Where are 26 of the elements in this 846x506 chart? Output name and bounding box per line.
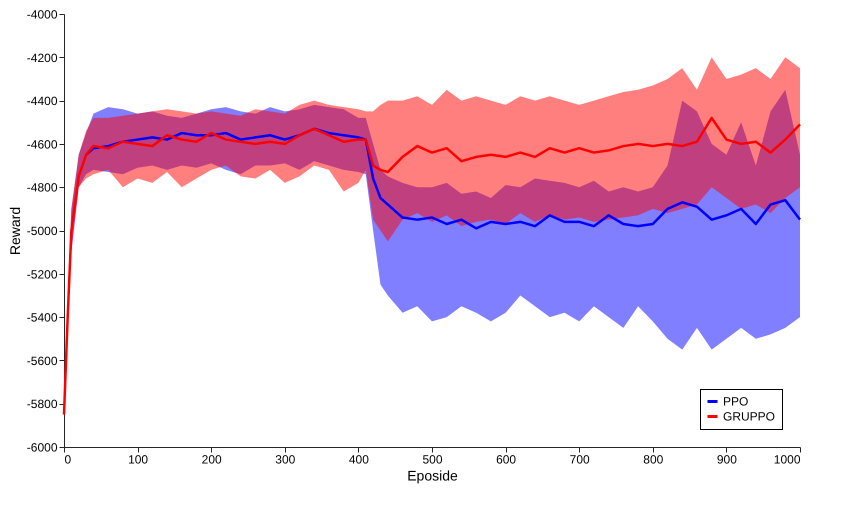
x-tick-label: 800 xyxy=(643,452,664,466)
y-tick-label: -5000 xyxy=(26,224,58,238)
y-tick-label: -5200 xyxy=(26,267,58,282)
y-tick-label: -5800 xyxy=(26,397,58,412)
y-tick-label: -4000 xyxy=(26,8,58,22)
x-tick-label: 0 xyxy=(64,452,72,466)
y-tick-label: -6000 xyxy=(26,440,58,454)
y-tick-label: -4400 xyxy=(26,94,58,108)
x-tick-label: 400 xyxy=(348,452,370,466)
x-tick-label: 600 xyxy=(496,452,516,466)
x-tick-label: 900 xyxy=(716,452,738,466)
y-tick-label: -5400 xyxy=(26,310,58,325)
x-tick-label: 100 xyxy=(128,452,148,466)
legend-label: PPO xyxy=(723,394,748,408)
y-tick-label: -4800 xyxy=(26,180,58,195)
y-tick-label: -4600 xyxy=(26,137,58,152)
x-tick-label: 1000 xyxy=(774,452,801,466)
x-axis-title: Eposide xyxy=(407,468,458,484)
y-tick-label: -4200 xyxy=(26,50,58,65)
x-tick-label: 700 xyxy=(570,452,590,466)
x-tick-label: 300 xyxy=(275,452,296,466)
legend-label: GRUPPO xyxy=(723,410,776,424)
x-tick-label: 500 xyxy=(422,452,443,466)
y-axis-title: Reward xyxy=(6,206,23,256)
y-tick-label: -5600 xyxy=(26,354,58,368)
x-tick-label: 200 xyxy=(202,452,222,466)
